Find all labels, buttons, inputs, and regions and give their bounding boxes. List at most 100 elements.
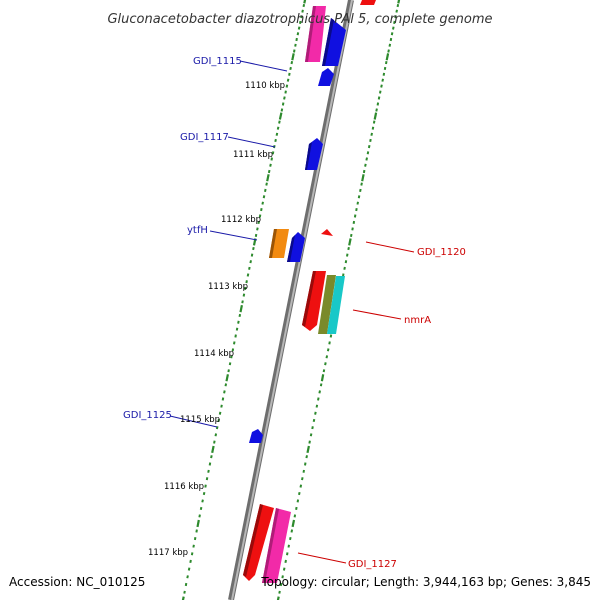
track-tick-left	[239, 304, 243, 313]
track-tick-right	[286, 552, 289, 556]
track-tick-left	[280, 108, 284, 112]
track-tick-right	[279, 582, 283, 587]
track-tick-left	[189, 559, 192, 564]
kbp-label-1111: 1111 kbp	[233, 150, 273, 160]
gene-blue-mid[interactable]	[287, 232, 305, 262]
track-tick-left	[217, 418, 220, 422]
track-tick-right	[352, 220, 356, 224]
track-tick-right	[369, 138, 372, 142]
track-tick-right	[382, 72, 386, 76]
gene-gdi-1125[interactable]	[249, 429, 263, 443]
track-tick-left	[300, 15, 303, 19]
track-tick-left	[256, 227, 259, 231]
track-tick-right	[302, 469, 305, 473]
track-tick-right	[394, 15, 397, 19]
track-tick-left	[205, 477, 209, 481]
track-tick-left	[184, 582, 188, 587]
track-tick-left	[223, 390, 226, 394]
track-tick-left	[274, 138, 277, 143]
track-tick-left	[201, 499, 204, 503]
gene-label-gdi-1127[interactable]: GDI_1127	[348, 559, 397, 570]
track-tick-left	[270, 157, 273, 161]
gene-ytfh[interactable]	[269, 229, 289, 258]
track-tick-left	[225, 374, 229, 382]
track-tick-left	[252, 246, 255, 251]
kbp-labels: 1110 kbp 1111 kbp 1112 kbp 1113 kbp 1114…	[148, 81, 285, 558]
track-tick-left	[181, 596, 185, 600]
track-tick-left	[289, 66, 292, 71]
track-tick-right	[393, 20, 396, 25]
genome-info-text: Topology: circular; Length: 3,944,163 bp…	[260, 575, 591, 589]
track-tick-left	[296, 32, 300, 36]
track-tick-left	[284, 90, 287, 94]
track-tick-left	[187, 567, 191, 571]
track-tick-left	[211, 445, 215, 454]
track-tick-right	[320, 374, 325, 382]
track-tick-right	[353, 214, 357, 218]
track-tick-left	[207, 469, 210, 473]
track-tick-right	[365, 157, 368, 161]
track-tick-left	[242, 293, 246, 297]
track-tick-left	[293, 49, 296, 53]
track-tick-left	[297, 26, 301, 30]
track-tick-right	[301, 477, 304, 481]
track-tick-left	[283, 96, 286, 100]
track-tick-right	[356, 201, 359, 205]
track-tick-left	[261, 201, 264, 205]
track-tick-left	[228, 362, 232, 366]
track-tick-right	[315, 404, 319, 408]
kbp-label-1115: 1115 kbp	[180, 415, 220, 425]
track-tick-left	[291, 53, 295, 61]
track-tick-right	[276, 596, 280, 600]
gene-red-bottom[interactable]	[243, 504, 274, 581]
gene-label-gdi-1115[interactable]: GDI_1115	[193, 56, 242, 67]
track-tick-right	[350, 233, 353, 237]
track-tick-left	[224, 383, 228, 387]
gene-partial-red[interactable]	[360, 0, 376, 5]
track-tick-right	[308, 440, 311, 444]
gene-gdi-1127[interactable]	[262, 508, 291, 583]
track-tick-right	[309, 433, 313, 437]
track-tick-right	[298, 491, 301, 496]
track-tick-right	[381, 78, 384, 82]
track-tick-right	[366, 151, 370, 155]
track-tick-right	[319, 383, 323, 387]
gene-label-gdi-1120[interactable]: GDI_1120	[417, 247, 466, 258]
gene-label-gdi-1125[interactable]: GDI_1125	[123, 410, 172, 421]
track-tick-right	[293, 514, 297, 518]
track-tick-left	[278, 120, 281, 124]
track-tick-left	[214, 433, 218, 437]
track-tick-right	[385, 53, 390, 61]
track-tick-left	[230, 355, 233, 359]
gene-olive[interactable]	[318, 275, 336, 334]
gene-label-nmra[interactable]: nmrA	[404, 315, 431, 326]
track-tick-left	[258, 214, 262, 218]
gene-label-ytfh[interactable]: ytfH	[187, 225, 208, 236]
gene-cyan[interactable]	[327, 276, 345, 334]
accession-text: Accession: NC_010125	[9, 575, 145, 589]
track-tick-left	[269, 163, 272, 167]
track-tick-right	[312, 418, 316, 423]
gene-nmra[interactable]	[302, 271, 326, 331]
gene-gdi-1120[interactable]	[321, 229, 333, 236]
gene-pink-top[interactable]	[305, 6, 326, 62]
track-tick-right	[295, 506, 298, 510]
track-tick-right	[304, 462, 307, 466]
gene-blue-top[interactable]	[322, 18, 346, 66]
track-tick-right	[373, 112, 378, 120]
track-tick-right	[395, 9, 398, 13]
gene-label-gdi-1117[interactable]: GDI_1117	[180, 132, 229, 143]
track-tick-left	[231, 348, 235, 352]
track-tick-left	[192, 544, 195, 548]
track-tick-left	[235, 327, 239, 331]
gene-gdi-1117[interactable]	[305, 138, 323, 170]
track-tick-left	[210, 455, 213, 459]
track-tick-left	[215, 426, 219, 430]
track-tick-left	[202, 491, 206, 496]
gene-gdi-1115[interactable]	[318, 68, 334, 86]
track-tick-left	[267, 169, 271, 174]
track-tick-right	[347, 246, 350, 251]
kbp-label-1117: 1117 kbp	[148, 548, 188, 558]
track-tick-right	[282, 567, 286, 571]
